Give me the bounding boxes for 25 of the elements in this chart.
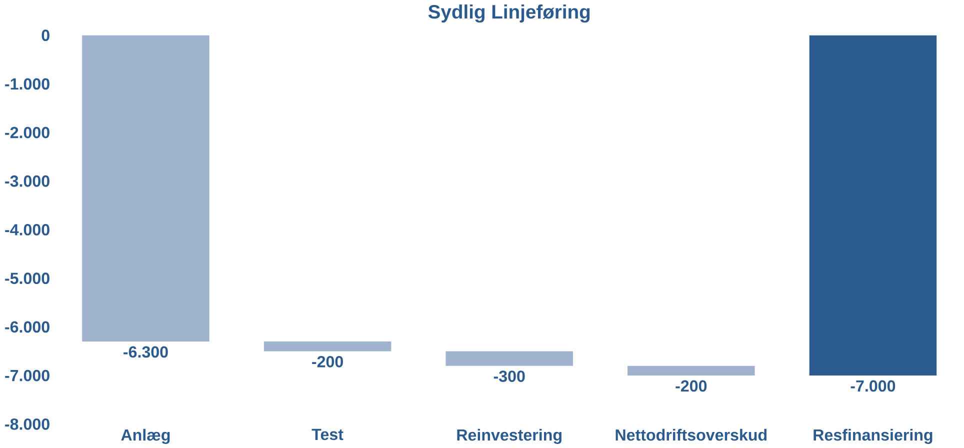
- bar: [809, 35, 937, 376]
- x-tick-label: Test: [312, 428, 344, 440]
- data-label: -6.300: [124, 346, 168, 358]
- y-tick-label: -3.000: [5, 175, 50, 187]
- x-tick-label: Anlæg: [121, 428, 170, 444]
- y-tick-label: -6.000: [5, 321, 50, 332]
- data-label: -200: [676, 380, 707, 392]
- bar: [628, 366, 755, 376]
- y-tick-label: -2.000: [5, 126, 50, 138]
- data-label: -300: [494, 370, 525, 382]
- y-tick-label: -7.000: [5, 370, 50, 382]
- y-tick-label: -1.000: [5, 78, 50, 90]
- data-label: -200: [312, 356, 343, 368]
- chart-title: Sydlig Linjeføring: [428, 4, 590, 22]
- y-tick-label: -5.000: [5, 272, 50, 284]
- bar: [82, 35, 210, 342]
- x-tick-label: Reinvestering: [457, 428, 562, 444]
- bar: [446, 351, 573, 366]
- y-tick-label: 0: [42, 29, 50, 41]
- x-tick-label: Nettodriftsoverskud: [616, 428, 767, 440]
- bar: [264, 341, 392, 352]
- x-tick-label: Resfinansiering: [814, 428, 932, 444]
- data-label: -7.000: [850, 380, 896, 392]
- y-tick-label: -8.000: [5, 418, 50, 430]
- y-tick-label: -4.000: [5, 224, 50, 236]
